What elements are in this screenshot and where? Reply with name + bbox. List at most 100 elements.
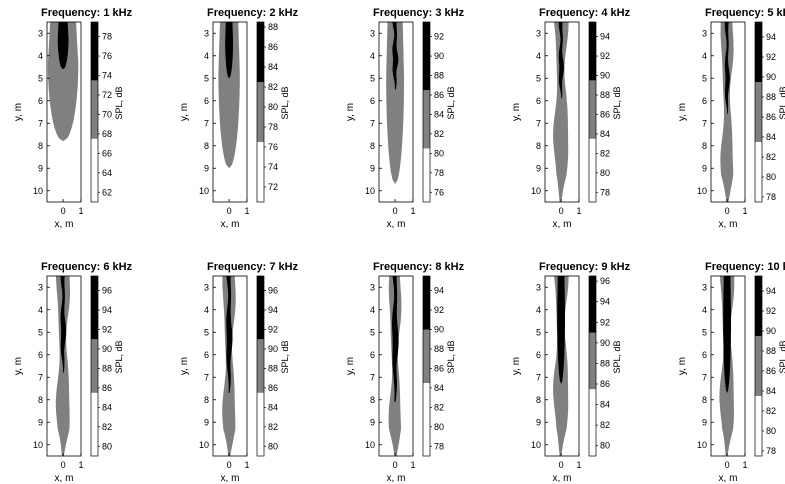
y-tick-label: 6 — [204, 96, 209, 106]
colorbar-tick-label: 94 — [434, 286, 444, 296]
plot-area — [47, 276, 81, 456]
x-tick-label: 0 — [559, 206, 564, 216]
y-axis-label: y, m — [179, 357, 190, 375]
y-tick-label: 5 — [370, 73, 375, 83]
x-tick-label: 1 — [244, 460, 249, 470]
y-tick-label: 6 — [204, 350, 209, 360]
colorbar-high-band — [91, 22, 98, 81]
y-tick-label: 8 — [702, 141, 707, 151]
colorbar-tick-label: 84 — [434, 109, 444, 119]
high-level-region — [558, 22, 564, 99]
y-tick-label: 4 — [702, 305, 707, 315]
colorbar-frame — [256, 275, 265, 457]
colorbar-label: SPL, dB — [778, 340, 785, 373]
y-tick-label: 3 — [702, 28, 707, 38]
colorbar-tick-label: 86 — [268, 383, 278, 393]
chart-title: Frequency: 10 kHz — [705, 261, 785, 273]
chart-title: Frequency: 5 kHz — [705, 7, 785, 19]
x-tick-label: 1 — [576, 460, 581, 470]
x-axis-label: x, m — [719, 473, 738, 484]
x-axis-label: x, m — [55, 473, 74, 484]
colorbar-mid-band — [257, 339, 264, 393]
x-tick-label: 1 — [410, 206, 415, 216]
x-axis-label: x, m — [387, 219, 406, 230]
colorbar: 72 74 76 78 80 82 84 86 88 SPL, dB — [256, 21, 290, 203]
colorbar-tick-label: 88 — [268, 22, 278, 32]
colorbar-tick-label: 76 — [102, 51, 112, 61]
x-tick-label: 0 — [393, 206, 398, 216]
colorbar-mid-band — [257, 82, 264, 142]
y-axis-label: y, m — [345, 103, 356, 121]
colorbar-label: SPL, dB — [778, 86, 785, 119]
y-tick-label: 6 — [536, 96, 541, 106]
y-tick-label: 6 — [702, 350, 707, 360]
colorbar: 78 80 82 84 86 88 90 92 94 SPL, dB — [754, 275, 785, 457]
y-tick-label: 5 — [38, 327, 43, 337]
chart-title: Frequency: 6 kHz — [41, 261, 133, 273]
y-tick-label: 3 — [536, 282, 541, 292]
colorbar-label: SPL, dB — [280, 86, 290, 119]
colorbar-tick-label: 90 — [766, 72, 776, 82]
y-tick-label: 10 — [365, 440, 375, 450]
y-axis-label: y, m — [13, 103, 24, 121]
colorbar-tick-label: 86 — [434, 90, 444, 100]
colorbar-mid-band — [589, 80, 596, 139]
y-tick-label: 3 — [38, 282, 43, 292]
colorbar-tick-label: 62 — [102, 187, 112, 197]
y-tick-label: 8 — [536, 395, 541, 405]
x-tick-label: 0 — [61, 460, 66, 470]
colorbar-tick-label: 74 — [268, 162, 278, 172]
y-tick-label: 4 — [370, 51, 375, 61]
plot-area — [545, 22, 579, 202]
y-tick-label: 9 — [536, 163, 541, 173]
colorbar-tick-label: 94 — [600, 32, 610, 42]
y-tick-label: 6 — [370, 350, 375, 360]
y-tick-label: 4 — [536, 305, 541, 315]
x-tick-label: 1 — [742, 460, 747, 470]
y-tick-label: 9 — [370, 163, 375, 173]
colorbar-tick-label: 82 — [600, 420, 610, 430]
colorbar-tick-label: 78 — [766, 192, 776, 202]
colorbar-frame — [754, 275, 763, 457]
y-tick-label: 6 — [38, 96, 43, 106]
colorbar-mid-band — [423, 329, 430, 384]
colorbar-frame — [90, 21, 99, 203]
y-tick-label: 9 — [204, 163, 209, 173]
colorbar-tick-label: 84 — [766, 132, 776, 142]
colorbar-tick-label: 76 — [268, 142, 278, 152]
colorbar-tick-label: 84 — [434, 383, 444, 393]
y-tick-label: 3 — [370, 28, 375, 38]
y-tick-label: 10 — [697, 186, 707, 196]
y-tick-label: 7 — [204, 118, 209, 128]
colorbar-mid-band — [589, 332, 596, 390]
y-tick-label: 9 — [702, 417, 707, 427]
x-tick-label: 1 — [78, 206, 83, 216]
y-tick-label: 7 — [38, 118, 43, 128]
axes-frame — [46, 275, 82, 457]
plot-area — [545, 276, 579, 456]
y-tick-label: 7 — [204, 372, 209, 382]
colorbar: 78 80 82 84 86 88 90 92 94 SPL, dB — [754, 21, 785, 203]
colorbar-tick-label: 90 — [434, 325, 444, 335]
colorbar-tick-label: 80 — [600, 441, 610, 451]
plot-area — [213, 22, 247, 202]
axes-frame — [46, 21, 82, 203]
colorbar-tick-label: 92 — [434, 32, 444, 42]
x-tick-label: 1 — [742, 206, 747, 216]
colorbar-frame — [754, 21, 763, 203]
x-tick-label: 1 — [78, 460, 83, 470]
colorbar-high-band — [589, 276, 596, 333]
plot-area — [379, 22, 413, 202]
colorbar-tick-label: 76 — [434, 187, 444, 197]
colorbar-mid-band — [755, 336, 762, 396]
y-tick-label: 10 — [531, 440, 541, 450]
colorbar-frame — [588, 275, 597, 457]
colorbar: 80 82 84 86 88 90 92 94 96 SPL, dB — [588, 275, 622, 457]
x-axis-label: x, m — [553, 219, 572, 230]
colorbar-tick-label: 94 — [600, 297, 610, 307]
colorbar-high-band — [755, 22, 762, 82]
colorbar-tick-label: 88 — [766, 92, 776, 102]
